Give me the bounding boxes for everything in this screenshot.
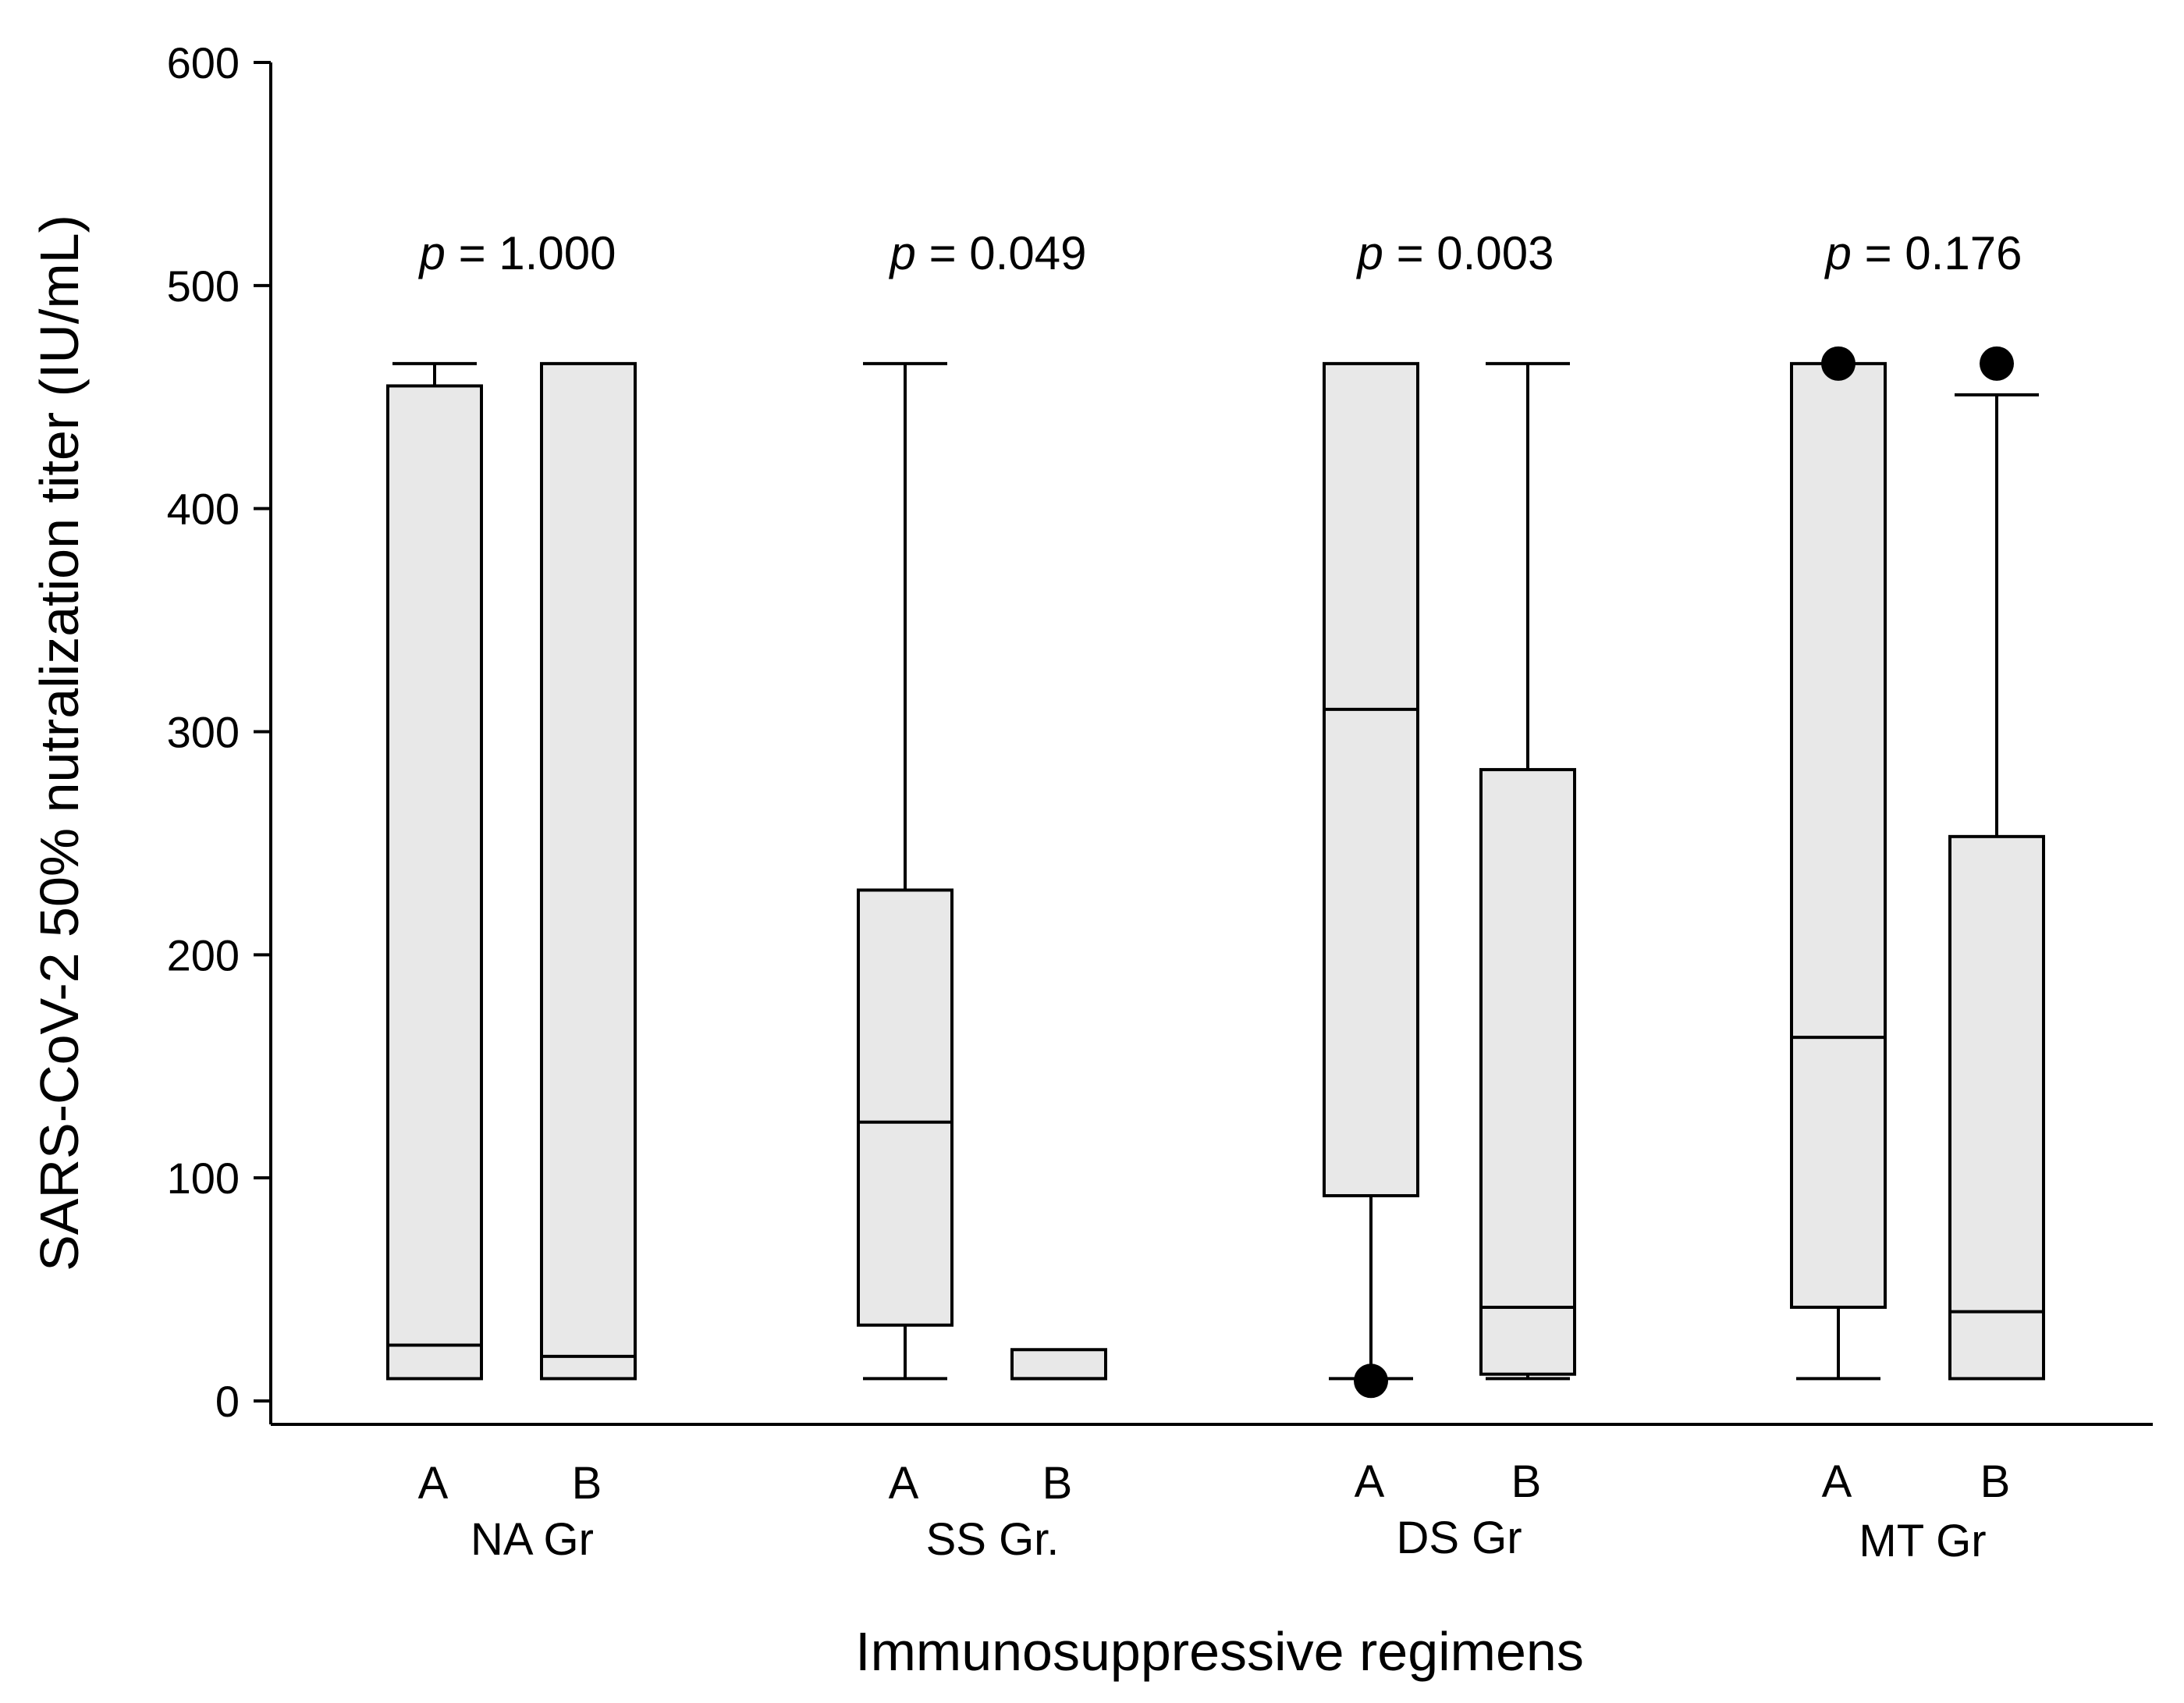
p-value-label: p = 0.003 [1356, 227, 1554, 279]
box-iqr [540, 361, 637, 1381]
category-label: A [1822, 1456, 1852, 1507]
y-axis: 0 100 200 300 400 500 600 [167, 38, 272, 1426]
group-label: DS Gr [1396, 1513, 1522, 1563]
p-symbol: p [1356, 227, 1383, 279]
box-ssgr-a [857, 361, 954, 1381]
boxes [386, 346, 2045, 1399]
y-tick-label: 600 [167, 38, 240, 87]
p-symbol: p [1824, 227, 1852, 279]
box-iqr [1323, 361, 1419, 1198]
box-iqr [1010, 1348, 1107, 1381]
p-value-text: = 0.049 [916, 227, 1087, 279]
group-label: SS Gr. [926, 1514, 1060, 1565]
outlier-point [1980, 346, 2014, 381]
p-symbol: p [889, 227, 916, 279]
y-axis-title: SARS-CoV-2 50% nutralization titer (IU/m… [29, 215, 90, 1271]
x-axis-title: Immunosuppressive regimens [855, 1621, 1584, 1682]
box-nagr-a [386, 361, 483, 1381]
p-value-text: = 0.003 [1383, 227, 1554, 279]
box-iqr [1479, 768, 1576, 1376]
box-iqr [1790, 361, 1887, 1309]
p-value-label: p = 1.000 [418, 227, 616, 279]
category-label: B [1042, 1458, 1073, 1509]
p-symbol: p [418, 227, 446, 279]
box-iqr [386, 384, 483, 1381]
group-label: MT Gr [1859, 1516, 1986, 1566]
category-label: B [1980, 1456, 2011, 1507]
box-nagr-b [540, 361, 637, 1381]
p-value-text: = 1.000 [446, 227, 616, 279]
y-tick-label: 200 [167, 930, 240, 979]
p-value-text: = 0.176 [1852, 227, 2022, 279]
y-tick-label: 500 [167, 261, 240, 311]
p-value-label: p = 0.049 [889, 227, 1087, 279]
category-label: A [1355, 1456, 1385, 1507]
box-mtgr-b [1948, 346, 2045, 1381]
p-value-label: p = 0.176 [1824, 227, 2022, 279]
group-label: NA Gr [471, 1514, 594, 1565]
box-mtgr-a [1790, 346, 1887, 1381]
category-label: A [418, 1458, 449, 1509]
category-label: B [1511, 1456, 1542, 1507]
category-label: A [889, 1458, 919, 1509]
outlier-point [1354, 1363, 1388, 1399]
y-tick-label: 100 [167, 1154, 240, 1203]
y-ticks: 0 100 200 300 400 500 600 [167, 38, 271, 1426]
category-label: B [572, 1458, 602, 1509]
y-tick-label: 400 [167, 485, 240, 534]
box-dsgr-a [1323, 361, 1419, 1399]
y-tick-label: 300 [167, 708, 240, 757]
outlier-point [1821, 346, 1856, 381]
box-iqr [857, 888, 954, 1327]
box-iqr [1948, 834, 2045, 1381]
y-tick-label: 0 [215, 1377, 240, 1426]
box-ssgr-b [1010, 1348, 1107, 1381]
box-dsgr-b [1479, 361, 1576, 1381]
